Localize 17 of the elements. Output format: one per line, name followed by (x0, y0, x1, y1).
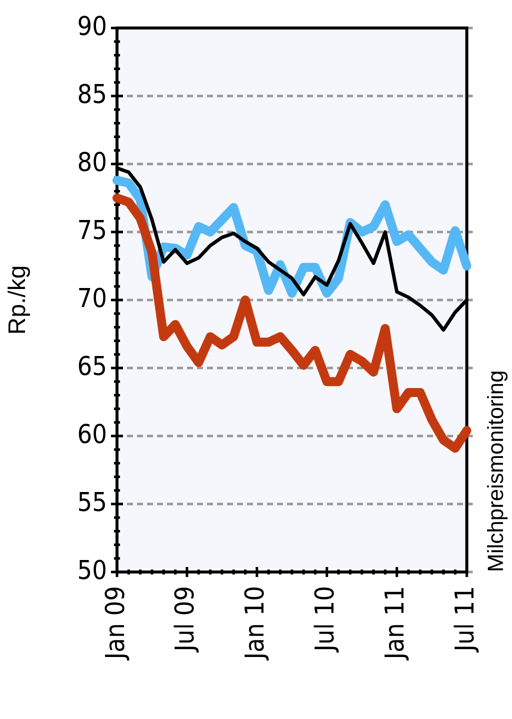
y-tick-label: 65 (77, 352, 107, 382)
y-tick-label: 75 (77, 216, 107, 246)
text: Milchpreismonitoring (482, 370, 508, 572)
x-tick-label: Jan 11 (380, 586, 411, 662)
y-tick-label: 50 (77, 556, 107, 586)
y-tick-label: 60 (77, 420, 107, 450)
y-tick-label: 85 (77, 80, 107, 110)
y-tick-label: 90 (77, 12, 107, 42)
x-tick-label: Jan 09 (100, 586, 131, 662)
x-tick-label: Jan 10 (240, 586, 271, 662)
x-tick-label: Jul 10 (310, 586, 341, 654)
x-tick-label: Jul 11 (450, 586, 481, 654)
y-tick-label: 70 (77, 284, 107, 314)
y-tick-label: 55 (77, 488, 107, 518)
x-tick-label: Jul 09 (170, 586, 201, 654)
y-tick-label: 80 (77, 148, 107, 178)
y-axis-title: Rp./kg (4, 265, 32, 335)
